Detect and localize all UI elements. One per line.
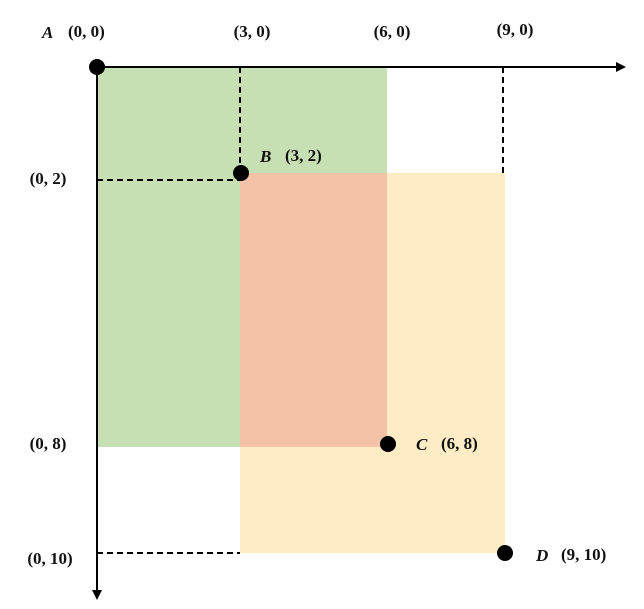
y-label: (0, 10) <box>27 549 72 568</box>
y-label: (0, 2) <box>30 169 67 188</box>
y-label: (0, 8) <box>30 434 67 453</box>
point-coord: (3, 2) <box>285 146 322 165</box>
point-name: C <box>416 435 428 454</box>
x-label: (9, 0) <box>497 20 534 39</box>
region-overlap <box>240 173 387 447</box>
point <box>233 165 249 181</box>
x-label: (3, 0) <box>234 22 271 41</box>
point-name: D <box>535 546 548 565</box>
point-coord: (0, 0) <box>68 22 105 41</box>
x-label: (6, 0) <box>374 22 411 41</box>
point-name: A <box>41 23 53 42</box>
point-coord: (6, 8) <box>441 434 478 453</box>
point-coord: (9, 10) <box>561 545 606 564</box>
point <box>497 545 513 561</box>
point-name: B <box>259 147 271 166</box>
point <box>89 59 105 75</box>
point <box>380 436 396 452</box>
